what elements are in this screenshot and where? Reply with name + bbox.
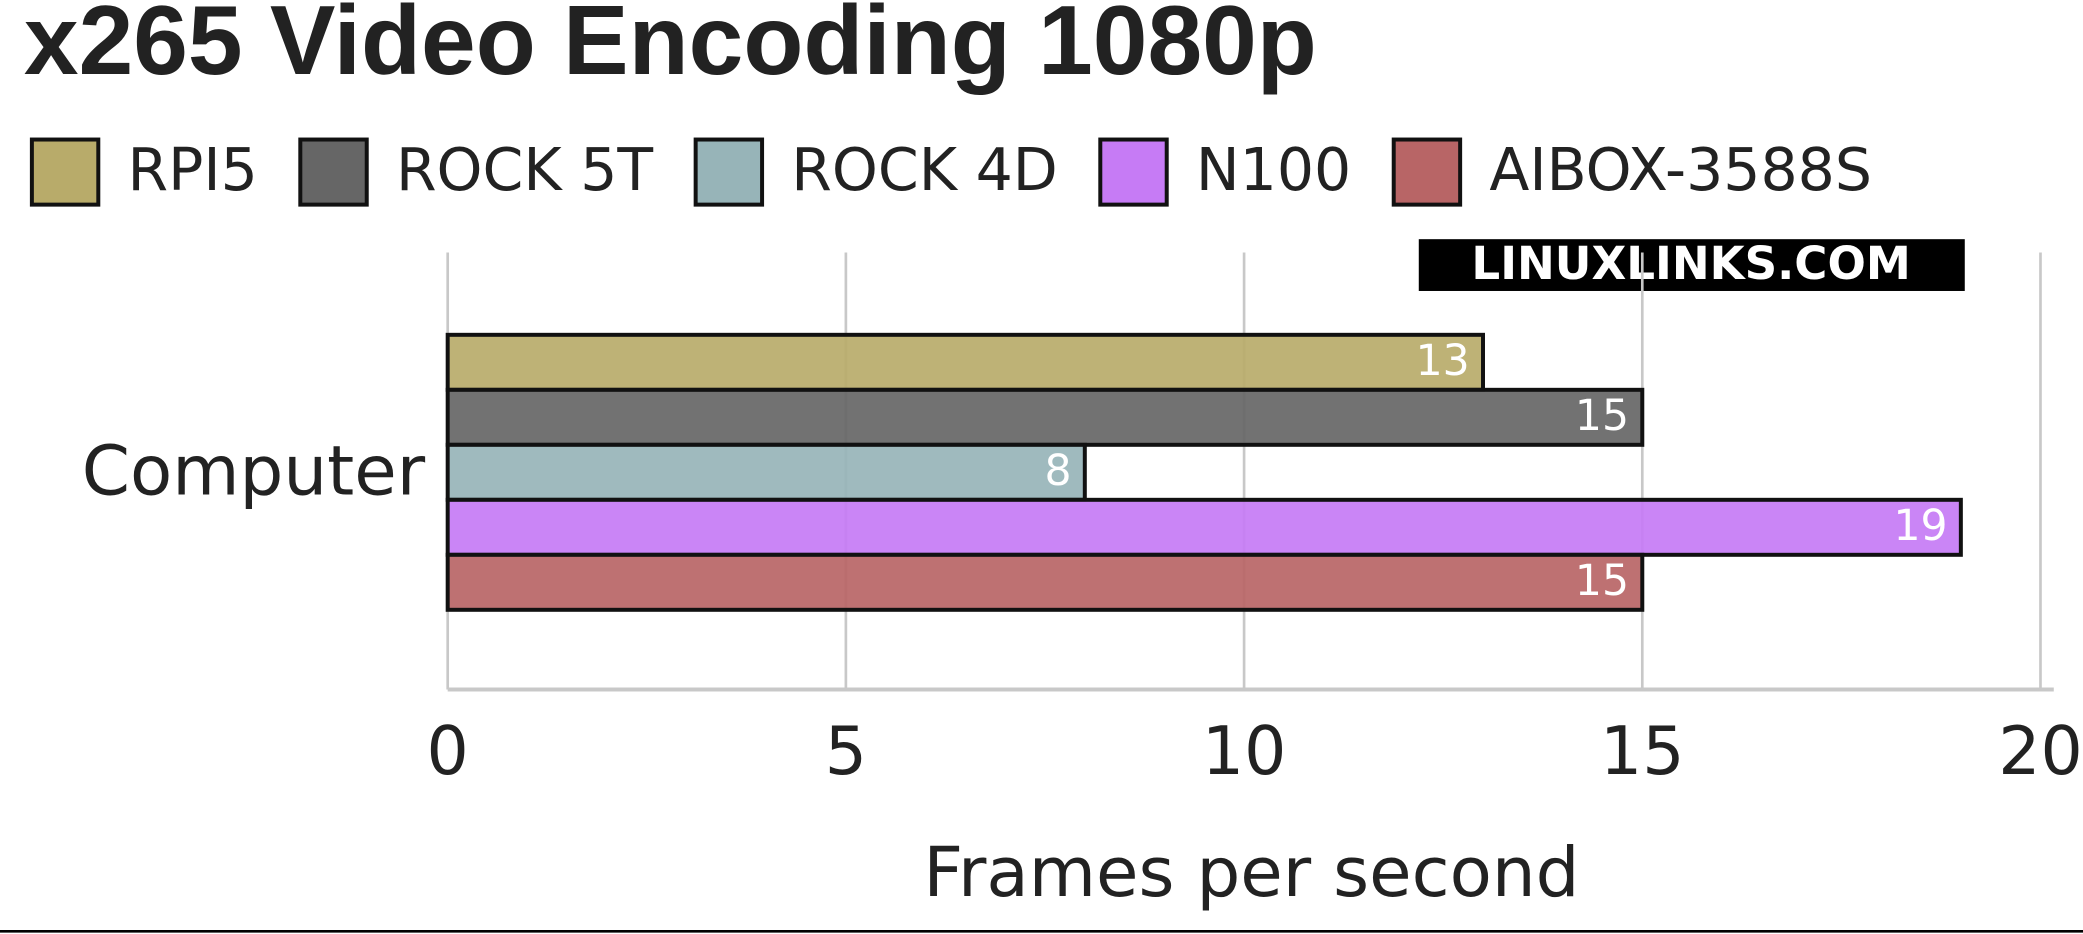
- x-tick-label: 0: [427, 712, 469, 790]
- legend-label: AIBOX-3588S: [1489, 136, 1872, 204]
- value-label: 15: [1575, 392, 1629, 441]
- legend-label: RPI5: [128, 136, 258, 204]
- legend-swatch: [693, 137, 765, 207]
- x-tick-label: 5: [825, 712, 867, 790]
- legend-label: ROCK 4D: [791, 136, 1057, 204]
- bar: [445, 552, 1645, 612]
- watermark-box: [1418, 239, 1965, 291]
- legend-swatch: [1391, 137, 1463, 207]
- bar: [445, 332, 1486, 392]
- x-tick-label: 20: [1998, 712, 2083, 790]
- x-axis-title: Frames per second: [923, 833, 1579, 913]
- bar: [445, 387, 1645, 447]
- watermark: LINUXLINKS.COM: [1471, 237, 1910, 290]
- bar: [445, 442, 1087, 502]
- value-label: 15: [1575, 557, 1629, 606]
- category-label: Computer: [82, 432, 426, 512]
- x-tick-label: 15: [1600, 712, 1685, 790]
- value-label: 13: [1416, 337, 1470, 386]
- value-label: 8: [1044, 447, 1071, 496]
- legend-label: ROCK 5T: [396, 136, 653, 204]
- legend-swatch: [1098, 137, 1169, 207]
- legend-swatch: [29, 137, 101, 207]
- chart-title: x265 Video Encoding 1080p: [24, 0, 1317, 95]
- value-label: 19: [1893, 502, 1947, 551]
- legend-label: N100: [1196, 136, 1351, 204]
- x-tick-label: 10: [1202, 712, 1287, 790]
- legend-swatch: [298, 137, 369, 207]
- bar: [445, 497, 1963, 557]
